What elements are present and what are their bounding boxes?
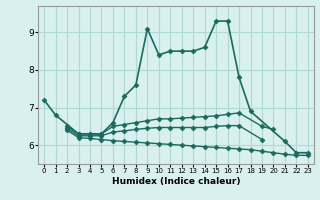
X-axis label: Humidex (Indice chaleur): Humidex (Indice chaleur) xyxy=(112,177,240,186)
